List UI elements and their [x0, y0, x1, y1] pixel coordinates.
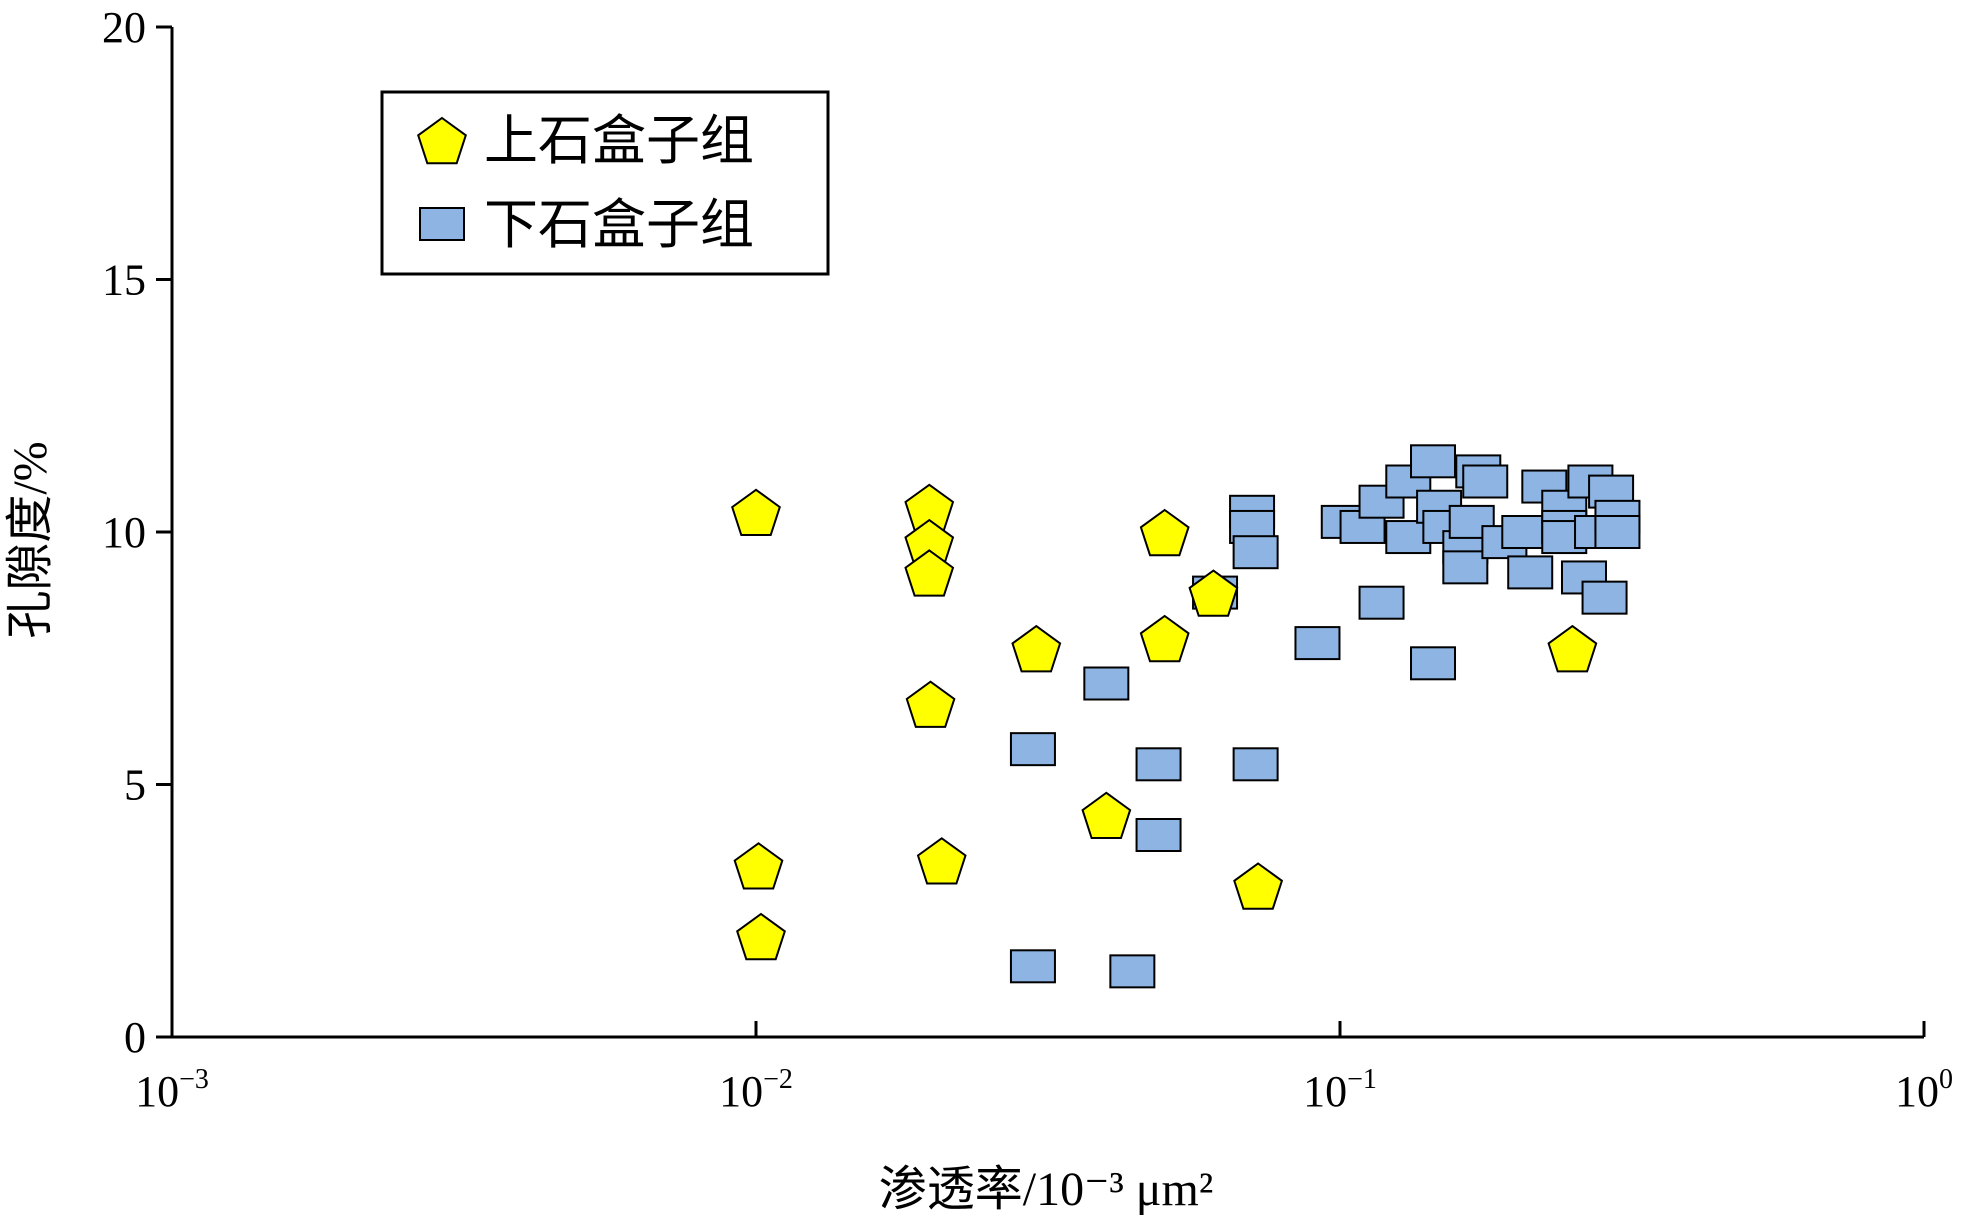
y-tick-label: 10	[102, 508, 146, 557]
square-point	[1594, 515, 1641, 549]
x-tick-label: 10−2	[719, 1064, 793, 1116]
y-axis-label: 孔隙度/%	[4, 441, 57, 638]
data-points	[731, 444, 1641, 989]
square-point	[1009, 732, 1056, 767]
square-point	[1581, 580, 1628, 615]
pentagon-point	[905, 680, 956, 728]
x-tick-label: 100	[1895, 1064, 1953, 1116]
x-axis-ticks: 10−3 10−2 10−1 100	[135, 1021, 1953, 1116]
series-1	[731, 483, 1598, 961]
square-point	[1358, 585, 1405, 620]
pentagon-point	[1188, 569, 1239, 617]
square-point	[1083, 666, 1130, 701]
pentagon-point	[1139, 508, 1190, 557]
square-point	[1410, 444, 1457, 479]
pentagon-point	[1547, 624, 1598, 673]
square-point	[1009, 949, 1056, 984]
pentagon-point	[1139, 614, 1190, 663]
square-point	[1135, 747, 1182, 782]
pentagon-point	[916, 837, 967, 885]
pentagon-point	[904, 549, 955, 597]
pentagon-point	[1011, 624, 1062, 673]
square-point	[1501, 515, 1548, 549]
square-point	[1442, 550, 1489, 585]
pentagon-point	[1233, 862, 1284, 910]
square-point	[1232, 747, 1279, 782]
square-point	[1294, 626, 1341, 661]
x-tick-label: 10−1	[1303, 1064, 1377, 1116]
y-tick-label: 15	[102, 256, 146, 305]
square-point	[1462, 464, 1509, 499]
legend-label: 下石盒子组	[484, 195, 754, 255]
legend-box	[380, 90, 830, 276]
pentagon-point	[1081, 791, 1132, 839]
x-axis-label: 渗透率/10⁻³ μm²	[879, 1163, 1214, 1216]
x-tick-label: 10−3	[135, 1064, 209, 1116]
square-point	[1232, 535, 1279, 570]
y-tick-label: 0	[124, 1013, 146, 1062]
legend-marker	[419, 207, 465, 241]
y-tick-label: 5	[124, 761, 146, 810]
y-axis-ticks: 0 5 10 15 20	[102, 3, 172, 1062]
y-tick-label: 20	[102, 3, 146, 52]
square-point	[1109, 954, 1156, 989]
legend-label: 上石盒子组	[484, 111, 754, 171]
pentagon-point	[731, 488, 781, 536]
pentagon-point	[736, 912, 786, 961]
legend-marker	[417, 116, 467, 165]
square-point	[1410, 646, 1457, 681]
pentagon-point	[733, 842, 784, 890]
square-point	[1135, 818, 1182, 852]
square-point	[1507, 555, 1554, 590]
